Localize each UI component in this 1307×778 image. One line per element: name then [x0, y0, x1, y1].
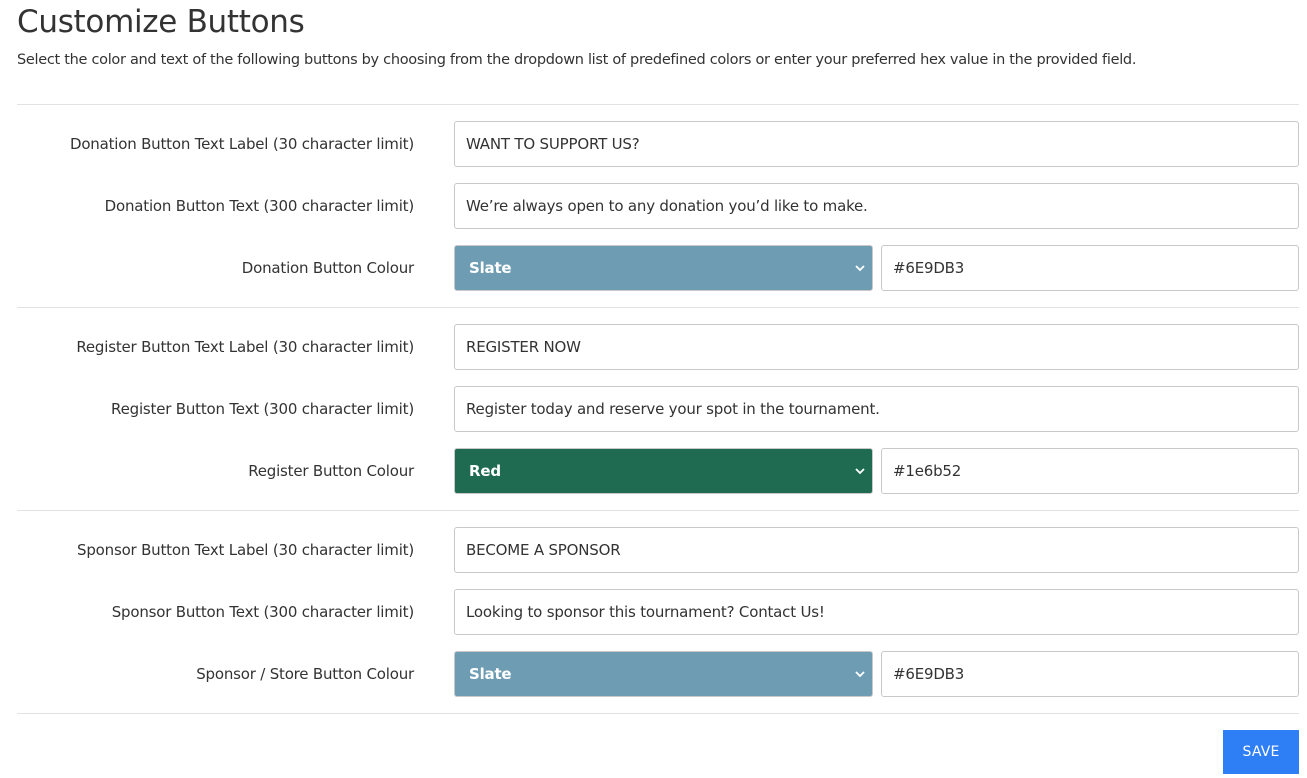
donation-label-input[interactable]: [454, 121, 1299, 167]
donation-label-row: Donation Button Text Label (30 character…: [17, 121, 1299, 167]
donation-colour-selected: Slate: [469, 259, 512, 277]
donation-text-title: Donation Button Text (300 character limi…: [104, 197, 415, 215]
register-colour-row: Register Button Colour Red: [17, 448, 1299, 494]
register-label-title: Register Button Text Label (30 character…: [76, 338, 414, 356]
page-title: Customize Buttons: [17, 4, 305, 40]
sponsor-label-input[interactable]: [454, 527, 1299, 573]
sponsor-colour-row: Sponsor / Store Button Colour Slate: [17, 651, 1299, 697]
sponsor-colour-title: Sponsor / Store Button Colour: [196, 665, 414, 683]
section-divider: [17, 713, 1299, 714]
chevron-down-icon: [855, 671, 865, 678]
sponsor-label-title: Sponsor Button Text Label (30 character …: [77, 541, 414, 559]
register-text-input[interactable]: [454, 386, 1299, 432]
section-divider: [17, 104, 1299, 105]
register-label-row: Register Button Text Label (30 character…: [17, 324, 1299, 370]
chevron-down-icon: [855, 265, 865, 272]
donation-text-row: Donation Button Text (300 character limi…: [17, 183, 1299, 229]
sponsor-text-input[interactable]: [454, 589, 1299, 635]
donation-colour-title: Donation Button Colour: [241, 259, 414, 277]
register-colour-title: Register Button Colour: [248, 462, 414, 480]
sponsor-colour-select[interactable]: Slate: [454, 651, 873, 697]
sponsor-text-row: Sponsor Button Text (300 character limit…: [17, 589, 1299, 635]
section-divider: [17, 510, 1299, 511]
sponsor-text-title: Sponsor Button Text (300 character limit…: [111, 603, 414, 621]
register-colour-select[interactable]: Red: [454, 448, 873, 494]
register-text-title: Register Button Text (300 character limi…: [111, 400, 414, 418]
sponsor-colour-selected: Slate: [469, 665, 512, 683]
chevron-down-icon: [855, 468, 865, 475]
sponsor-label-row: Sponsor Button Text Label (30 character …: [17, 527, 1299, 573]
register-label-input[interactable]: [454, 324, 1299, 370]
donation-text-input[interactable]: [454, 183, 1299, 229]
donation-colour-hex-input[interactable]: [881, 245, 1299, 291]
donation-colour-select[interactable]: Slate: [454, 245, 873, 291]
page-description: Select the color and text of the followi…: [17, 52, 1137, 68]
section-divider: [17, 307, 1299, 308]
register-text-row: Register Button Text (300 character limi…: [17, 386, 1299, 432]
donation-label-title: Donation Button Text Label (30 character…: [69, 135, 414, 153]
register-colour-hex-input[interactable]: [881, 448, 1299, 494]
sponsor-colour-hex-input[interactable]: [881, 651, 1299, 697]
donation-colour-row: Donation Button Colour Slate: [17, 245, 1299, 291]
register-colour-selected: Red: [469, 462, 501, 480]
save-button[interactable]: SAVE: [1223, 730, 1299, 774]
